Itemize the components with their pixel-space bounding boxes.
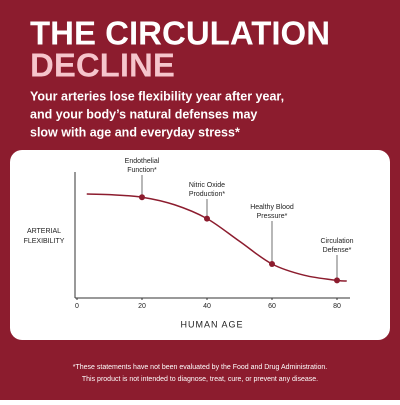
subtitle: Your arteries lose flexibility year afte…	[30, 89, 284, 103]
point	[139, 194, 145, 201]
footnote: This product is not intended to diagnose…	[82, 376, 318, 383]
x-tick-label: 20	[138, 303, 146, 310]
point	[204, 215, 210, 222]
x-tick-label: 60	[268, 303, 276, 310]
chart-card	[10, 150, 390, 340]
curve	[86, 193, 347, 282]
point-label: Production*	[189, 191, 225, 198]
x-tick-label: 0	[75, 303, 79, 310]
point-label: Function*	[127, 167, 157, 174]
point-label: Nitric Oxide	[189, 182, 225, 189]
title: DECLINE	[30, 47, 175, 84]
y-axis-label: FLEXIBILITY	[24, 238, 65, 245]
point	[269, 260, 275, 267]
point-label: Circulation	[320, 238, 353, 245]
subtitle: slow with age and everyday stress*	[30, 125, 240, 139]
point-label: Pressure*	[257, 213, 288, 220]
x-tick-label: 40	[203, 303, 211, 310]
point	[334, 277, 340, 284]
point-label: Healthy Blood	[250, 204, 294, 211]
y-axis-label: ARTERIAL	[27, 228, 61, 235]
title: THE CIRCULATION	[30, 15, 330, 52]
x-axis-label: HUMAN AGE	[180, 319, 243, 329]
footnote: *These statements have not been evaluate…	[73, 364, 328, 371]
point-label: Defense*	[323, 247, 352, 254]
subtitle: and your body’s natural defenses may	[30, 107, 257, 121]
x-tick-label: 80	[333, 303, 341, 310]
point-label: Endothelial	[125, 158, 160, 165]
